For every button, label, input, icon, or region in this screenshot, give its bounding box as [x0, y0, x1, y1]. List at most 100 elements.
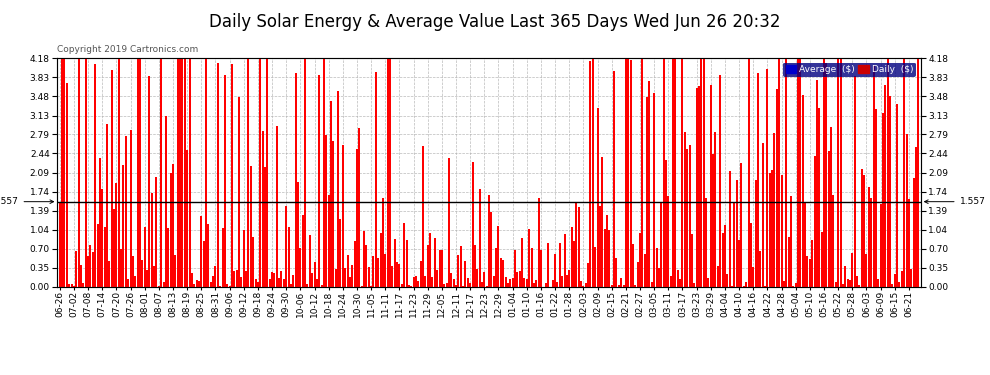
Bar	[908, 200, 910, 287]
Bar	[231, 64, 233, 287]
Bar	[785, 58, 787, 287]
Bar	[826, 63, 828, 287]
Bar	[884, 85, 886, 287]
Bar	[429, 233, 431, 287]
Bar	[749, 223, 751, 287]
Bar	[490, 212, 492, 287]
Bar	[913, 178, 915, 287]
Bar	[157, 286, 159, 287]
Bar	[203, 242, 205, 287]
Bar	[391, 266, 393, 287]
Bar	[365, 245, 367, 287]
Bar	[420, 261, 422, 287]
Bar	[599, 206, 601, 287]
Bar	[176, 58, 179, 287]
Bar	[162, 282, 164, 287]
Bar	[722, 233, 724, 287]
Bar	[606, 215, 608, 287]
Legend: Average  ($), Daily  ($): Average ($), Daily ($)	[783, 63, 916, 77]
Bar	[418, 281, 420, 287]
Bar	[181, 58, 183, 287]
Bar	[764, 285, 766, 287]
Bar	[167, 228, 169, 287]
Bar	[524, 278, 526, 287]
Bar	[623, 285, 625, 287]
Bar	[147, 270, 148, 287]
Bar	[540, 250, 542, 287]
Text: Copyright 2019 Cartronics.com: Copyright 2019 Cartronics.com	[57, 45, 199, 54]
Bar	[174, 255, 176, 287]
Bar	[669, 276, 671, 287]
Bar	[509, 279, 511, 287]
Bar	[309, 235, 311, 287]
Bar	[196, 280, 198, 287]
Bar	[328, 195, 330, 287]
Bar	[757, 73, 759, 287]
Bar	[191, 273, 193, 287]
Bar	[821, 232, 823, 287]
Bar	[73, 286, 75, 287]
Bar	[795, 283, 797, 287]
Bar	[611, 285, 613, 287]
Bar	[422, 146, 424, 287]
Bar	[299, 248, 301, 287]
Bar	[153, 266, 155, 287]
Bar	[790, 196, 792, 287]
Bar	[172, 164, 174, 287]
Bar	[665, 160, 667, 287]
Bar	[689, 145, 691, 287]
Bar	[295, 73, 297, 287]
Bar	[335, 268, 337, 287]
Bar	[246, 272, 248, 287]
Bar	[512, 278, 514, 287]
Bar	[533, 284, 535, 287]
Bar	[318, 75, 320, 287]
Bar	[452, 279, 454, 287]
Bar	[406, 240, 408, 287]
Bar	[254, 279, 256, 287]
Bar	[467, 278, 469, 287]
Bar	[823, 58, 825, 287]
Bar	[410, 286, 412, 287]
Bar	[488, 195, 490, 287]
Bar	[351, 266, 353, 287]
Bar	[446, 284, 447, 287]
Bar	[554, 254, 556, 287]
Bar	[708, 278, 710, 287]
Bar	[58, 204, 60, 287]
Bar	[285, 207, 287, 287]
Bar	[227, 284, 229, 287]
Bar	[783, 281, 785, 287]
Bar	[116, 183, 118, 287]
Bar	[304, 58, 306, 287]
Bar	[307, 284, 309, 287]
Bar	[427, 244, 429, 287]
Bar	[150, 193, 152, 287]
Bar	[544, 283, 546, 287]
Bar	[302, 214, 304, 287]
Bar	[241, 277, 243, 287]
Bar	[469, 283, 471, 287]
Bar	[238, 96, 240, 287]
Bar	[481, 282, 483, 287]
Bar	[127, 279, 129, 287]
Bar	[816, 80, 818, 287]
Bar	[96, 224, 99, 287]
Bar	[464, 261, 466, 287]
Bar	[811, 240, 813, 287]
Bar	[618, 285, 620, 287]
Bar	[188, 58, 190, 287]
Bar	[710, 85, 712, 287]
Bar	[715, 132, 717, 287]
Bar	[830, 128, 832, 287]
Bar	[719, 75, 721, 287]
Bar	[648, 81, 650, 287]
Bar	[578, 207, 580, 287]
Bar	[457, 255, 459, 287]
Bar	[70, 284, 72, 287]
Bar	[778, 58, 780, 287]
Bar	[814, 156, 816, 287]
Bar	[500, 258, 502, 287]
Bar	[792, 286, 794, 287]
Bar	[771, 170, 773, 287]
